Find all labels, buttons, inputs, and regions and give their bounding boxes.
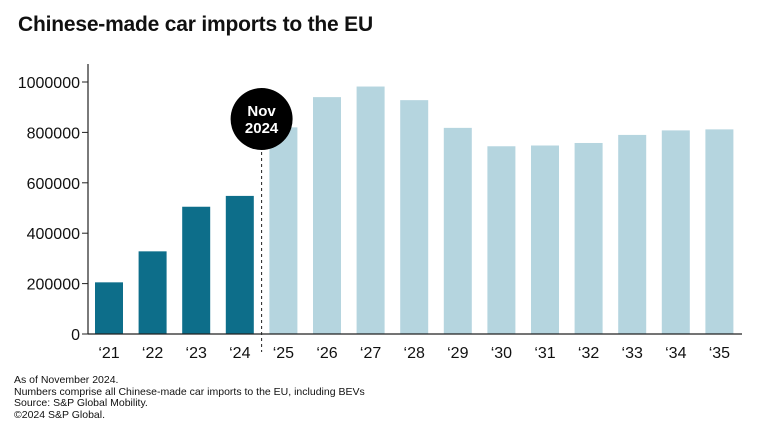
x-tick-label: ‘30 — [491, 345, 512, 362]
bar-2023 — [182, 206, 211, 334]
x-tick-label: ‘33 — [622, 345, 643, 362]
bar-2025 — [269, 127, 298, 334]
bar-2027 — [356, 86, 385, 334]
x-tick-label: ‘23 — [186, 345, 207, 362]
y-axis: 0 200000 400000 600000 800000 1000000 — [18, 64, 89, 344]
x-axis: ‘21 ‘22 ‘23 ‘24 ‘25 ‘26 ‘27 ‘28 ‘29 ‘30 ‘31 ‘32 ‘33 ‘… — [88, 333, 742, 362]
bar-2035 — [705, 129, 734, 334]
bar-2021 — [95, 282, 123, 334]
x-tick-label: ‘32 — [578, 345, 599, 362]
x-tick-label: ‘25 — [273, 345, 294, 362]
bar-2022 — [138, 251, 167, 334]
bar-2034 — [661, 130, 690, 334]
x-tick-label: ‘22 — [142, 345, 163, 362]
y-tick-label: 800000 — [27, 125, 80, 142]
y-tick-label: 600000 — [27, 176, 80, 193]
marker-label-month: Nov — [247, 103, 276, 120]
x-tick-label: ‘35 — [709, 345, 730, 362]
bar-2026 — [313, 97, 341, 335]
y-tick-label: 400000 — [27, 226, 80, 243]
bar-2028 — [400, 100, 429, 334]
chart-title: Chinese-made car imports to the EU — [18, 13, 373, 36]
bar-2029 — [443, 127, 472, 334]
bars — [95, 86, 734, 335]
y-tick-label: 200000 — [27, 277, 80, 294]
footnote-source: Source: S&P Global Mobility. — [14, 397, 148, 409]
x-tick-label: ‘24 — [229, 345, 250, 362]
footnote-scope: Numbers comprise all Chinese-made car im… — [14, 385, 365, 398]
y-tick-label: 1000000 — [18, 75, 80, 92]
bar-2030 — [487, 146, 516, 334]
bar-2033 — [618, 134, 647, 334]
x-tick-label: ‘28 — [404, 345, 425, 362]
footnotes: As of November 2024. Numbers comprise al… — [14, 374, 365, 421]
x-tick-label: ‘21 — [98, 345, 119, 362]
x-tick-label: ‘26 — [316, 345, 337, 362]
marker-label-year: 2024 — [245, 120, 279, 137]
y-tick-label: 0 — [71, 327, 80, 344]
footnote-copyright: ©2024 S&P Global. — [14, 408, 106, 421]
footnote-date: As of November 2024. — [14, 374, 119, 386]
bar-2031 — [531, 145, 559, 334]
x-tick-label: ‘27 — [360, 345, 381, 362]
bar-2032 — [574, 142, 603, 334]
bar-2024 — [225, 195, 254, 334]
x-tick-label: ‘31 — [534, 345, 555, 362]
x-tick-label: ‘29 — [447, 345, 468, 362]
marker-circle — [230, 88, 293, 150]
x-tick-label: ‘34 — [665, 345, 686, 362]
